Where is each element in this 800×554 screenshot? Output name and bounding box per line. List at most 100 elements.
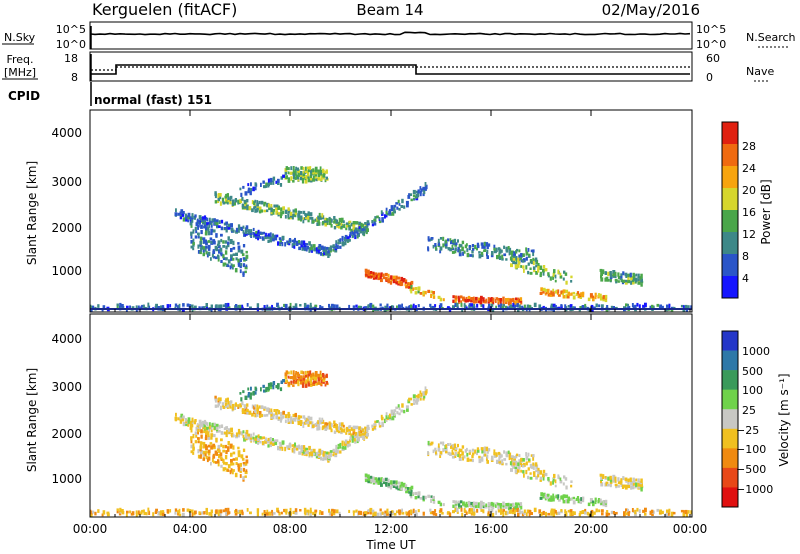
power-echo-cell <box>214 193 217 197</box>
velocity-echo-cell <box>422 397 425 401</box>
velocity-echo-cell <box>364 473 368 477</box>
power-echo-cell <box>406 203 409 208</box>
power-echo-cell <box>651 304 654 309</box>
velocity-echo-cell <box>452 444 455 448</box>
velocity-echo-cell <box>297 374 301 378</box>
velocity-echo-cell <box>224 507 228 512</box>
power-echo-cell <box>394 278 397 282</box>
power-echo-cell <box>333 216 336 220</box>
power-echo-cell <box>576 291 580 295</box>
power-echo-cell <box>382 276 386 280</box>
velocity-echo-cell <box>237 428 241 434</box>
velocity-echo-cell <box>330 509 333 514</box>
velocity-echo-cell <box>289 507 292 512</box>
velocity-echo-cell <box>280 380 284 384</box>
power-echo-cell <box>432 293 435 297</box>
power-echo-cell <box>408 193 410 197</box>
velocity-echo-cell <box>232 445 235 450</box>
velocity-echo-cell <box>403 409 406 414</box>
velocity-echo-cell <box>589 498 593 503</box>
power-echo-cell <box>419 192 422 197</box>
velocity-echo-cell <box>458 448 461 453</box>
velocity-echo-cell <box>550 508 554 513</box>
power-echo-cell <box>430 237 434 240</box>
velocity-echo-cell <box>499 504 502 509</box>
velocity-echo-cell <box>235 462 238 466</box>
velocity-echo-cell <box>473 508 476 512</box>
power-echo-cell <box>242 271 245 275</box>
velocity-echo-cell <box>480 456 484 460</box>
power-echo-cell <box>350 228 353 233</box>
power-echo-cell <box>592 296 595 302</box>
velocity-echo-cell <box>340 422 344 427</box>
velocity-echo-cell <box>174 511 177 515</box>
power-echo-cell <box>512 260 515 265</box>
power-echo-cell <box>220 238 223 243</box>
velocity-echo-cell <box>227 403 230 407</box>
power-echo-cell <box>297 170 301 173</box>
power-echo-cell <box>366 228 369 232</box>
velocity-echo-cell <box>373 423 377 426</box>
velocity-echo-cell <box>549 481 552 486</box>
velocity-echo-cell <box>415 398 418 402</box>
power-echo-cell <box>533 269 536 273</box>
velocity-echo-cell <box>383 512 387 517</box>
power-echo-cell <box>432 291 435 295</box>
velocity-echo-cell <box>318 420 322 425</box>
velocity-echo-cell <box>365 476 368 480</box>
power-echo-cell <box>177 212 180 216</box>
power-echo-cell <box>213 218 216 222</box>
velocity-echo-cell <box>303 451 307 455</box>
power-echo-cell <box>316 217 319 221</box>
power-echo-cell <box>557 269 560 275</box>
velocity-echo-cell <box>269 382 273 387</box>
velocity-echo-cell <box>512 507 515 512</box>
power-echo-cell <box>337 226 341 229</box>
velocity-cbar-tick-100: 100 <box>742 384 763 397</box>
velocity-echo-cell <box>559 477 562 481</box>
velocity-echo-cell <box>369 507 373 512</box>
velocity-echo-cell <box>307 370 310 374</box>
power-echo-cell <box>530 260 534 265</box>
velocity-echo-cell <box>528 460 531 463</box>
power-echo-cell <box>309 302 312 308</box>
power-echo-cell <box>580 292 583 296</box>
power-echo-cell <box>227 306 231 309</box>
power-echo-cell <box>245 264 248 268</box>
power-echo-cell <box>632 277 635 281</box>
velocity-echo-cell <box>638 509 641 514</box>
power-echo-cell <box>126 305 129 309</box>
power-echo-cell <box>634 304 637 310</box>
power-echo-cell <box>190 234 193 239</box>
velocity-echo-cell <box>521 513 525 517</box>
velocity-echo-cell <box>337 446 340 450</box>
velocity-echo-cell <box>250 433 253 438</box>
velocity-echo-cell <box>320 450 324 455</box>
power-echo-cell <box>624 279 628 283</box>
velocity-echo-cell <box>182 508 185 512</box>
power-echo-cell <box>513 306 516 310</box>
velocity-echo-cell <box>600 475 603 480</box>
power-echo-cell <box>497 300 500 305</box>
power-echo-cell <box>291 243 295 247</box>
power-echo-cell <box>600 277 604 282</box>
power-echo-cell <box>277 181 280 185</box>
power-echo-cell <box>367 222 370 226</box>
velocity-echo-cell <box>328 421 331 424</box>
velocity-echo-cell <box>131 511 135 516</box>
power-echo-cell <box>560 304 563 307</box>
date-title: 02/May/2016 <box>602 1 700 19</box>
velocity-echo-cell <box>337 426 340 431</box>
velocity-echo-cell <box>483 446 486 451</box>
velocity-echo-cell <box>220 438 223 442</box>
power-echo-cell <box>369 302 373 307</box>
velocity-echo-cell <box>379 480 382 484</box>
velocity-echo-cell <box>224 455 228 460</box>
velocity-echo-cell <box>228 429 231 434</box>
velocity-echo-cell <box>526 509 529 514</box>
power-echo-cell <box>274 234 277 238</box>
velocity-echo-cell <box>246 403 249 407</box>
velocity-echo-cell <box>371 427 374 431</box>
velocity-echo-cell <box>518 454 521 457</box>
power-echo-cell <box>294 213 297 218</box>
